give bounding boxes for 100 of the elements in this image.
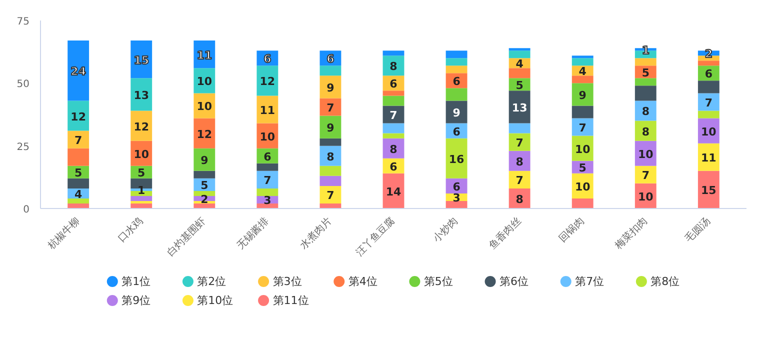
data-label: 8 xyxy=(642,105,650,118)
bar xyxy=(256,170,278,188)
bar xyxy=(634,100,656,121)
bar xyxy=(634,58,656,66)
bar xyxy=(256,66,278,96)
data-label: 12 xyxy=(260,75,276,88)
bar xyxy=(698,93,720,111)
data-label: 4 xyxy=(516,58,524,71)
bar xyxy=(320,138,342,146)
data-label: 10 xyxy=(574,180,591,194)
bar xyxy=(508,133,530,151)
data-label: 13 xyxy=(512,101,528,114)
legend-label: 第2位 xyxy=(197,275,226,288)
bar xyxy=(68,100,90,131)
data-label: 7 xyxy=(326,189,334,202)
data-label: 6 xyxy=(452,180,461,194)
bar xyxy=(446,100,468,124)
bar xyxy=(320,66,342,76)
bar xyxy=(508,123,530,134)
data-label: 7 xyxy=(264,174,272,188)
data-label: 10 xyxy=(196,100,212,114)
bar xyxy=(194,190,216,196)
data-label: 9 xyxy=(578,88,586,102)
bar xyxy=(320,98,342,116)
data-label: 7 xyxy=(642,169,650,182)
bar xyxy=(68,203,90,208)
data-label: 8 xyxy=(642,125,650,138)
x-tick-label: 口水鸡 xyxy=(116,214,146,245)
data-label: 6 xyxy=(390,160,398,174)
bar xyxy=(382,50,404,56)
bar xyxy=(634,86,656,101)
data-label: 7 xyxy=(516,174,524,188)
legend-label: 第11位 xyxy=(272,294,309,307)
x-tick-label: 鱼香肉丝 xyxy=(486,214,524,252)
bar xyxy=(698,110,720,118)
bar xyxy=(698,60,720,66)
x-tick-label: 梅菜扣肉 xyxy=(612,214,650,252)
bar xyxy=(382,96,404,106)
bar xyxy=(320,116,342,138)
bar xyxy=(382,90,404,96)
bar xyxy=(320,166,342,176)
bar xyxy=(572,56,594,58)
y-tick-label: 75 xyxy=(16,16,30,28)
data-label: 11 xyxy=(701,152,716,165)
bar xyxy=(320,76,342,98)
bar xyxy=(572,58,594,66)
data-label: 5 xyxy=(74,166,82,180)
data-label: 12 xyxy=(196,128,212,141)
data-label: 5 xyxy=(138,166,146,180)
data-label: 7 xyxy=(326,101,334,114)
data-label: 10 xyxy=(638,190,654,204)
bar xyxy=(634,166,656,184)
bar xyxy=(508,90,530,124)
legend-label: 第1位 xyxy=(122,275,151,288)
bar xyxy=(68,178,90,188)
x-tick-label: 毛圆汤 xyxy=(682,214,713,245)
bar xyxy=(382,123,404,134)
bar xyxy=(68,148,90,166)
bar xyxy=(634,78,656,86)
data-label: 8 xyxy=(326,150,334,164)
data-label: 3 xyxy=(452,192,460,205)
data-label: 6 xyxy=(326,52,335,66)
bar xyxy=(446,138,468,178)
x-tick-label: 水煮肉片 xyxy=(298,214,334,252)
bar xyxy=(130,203,152,208)
data-label: 4 xyxy=(578,65,587,78)
data-label: 8 xyxy=(390,60,398,74)
data-label: 5 xyxy=(200,179,208,192)
y-tick-label: 50 xyxy=(16,79,30,90)
bar xyxy=(572,76,594,84)
data-label: 7 xyxy=(704,96,713,110)
bar xyxy=(68,40,90,101)
bar xyxy=(68,130,90,148)
bar xyxy=(508,50,530,58)
bar xyxy=(698,143,720,171)
data-label: 1 xyxy=(642,44,650,57)
data-label: 11 xyxy=(260,104,276,117)
bar xyxy=(698,80,720,94)
data-label: 13 xyxy=(134,88,150,102)
data-label: 7 xyxy=(74,134,82,148)
bar xyxy=(68,198,90,204)
data-label: 4 xyxy=(74,188,82,201)
data-label: 9 xyxy=(326,81,334,94)
legend-label: 第8位 xyxy=(650,275,680,288)
legend-label: 第4位 xyxy=(348,275,378,288)
bar xyxy=(320,186,342,204)
y-tick-label: 0 xyxy=(23,204,30,216)
data-label: 10 xyxy=(196,75,212,88)
bar xyxy=(572,106,594,118)
data-label: 12 xyxy=(134,120,150,134)
x-tick-label: 无锡酱排 xyxy=(234,214,272,252)
x-tick-label: 回锅肉 xyxy=(558,216,586,245)
x-tick-label: 杭椒牛柳 xyxy=(44,214,82,252)
data-label: 10 xyxy=(134,148,150,161)
legend-label: 第10位 xyxy=(197,294,234,307)
data-label: 10 xyxy=(638,148,654,161)
bar xyxy=(508,68,530,78)
data-label: 8 xyxy=(516,192,524,206)
data-label: 11 xyxy=(196,48,212,62)
bar xyxy=(572,118,594,136)
